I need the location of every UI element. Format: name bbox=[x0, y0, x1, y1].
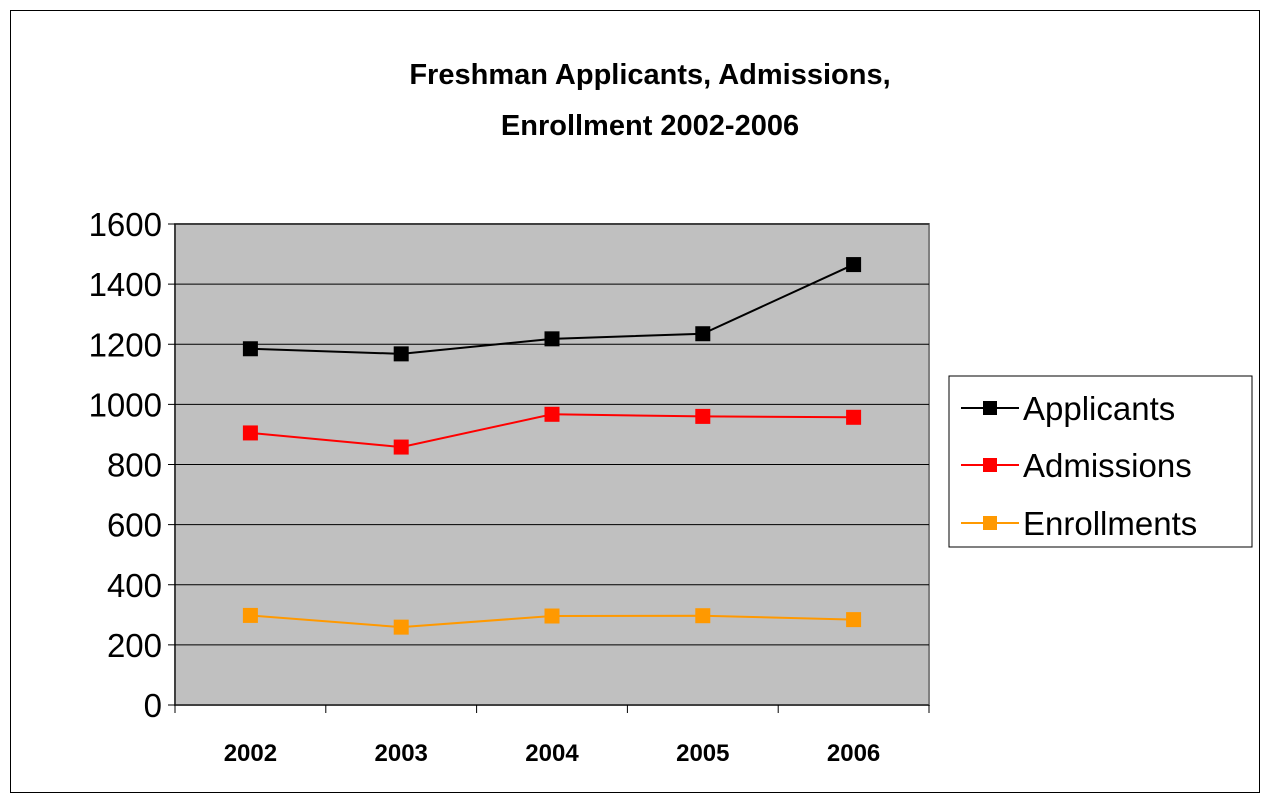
data-point bbox=[393, 346, 409, 362]
x-tick-label: 2002 bbox=[224, 740, 277, 767]
y-tick-label: 1600 bbox=[89, 206, 162, 243]
data-point bbox=[846, 409, 862, 425]
legend-entry: Enrollments bbox=[961, 505, 1197, 542]
series-layer bbox=[242, 257, 862, 635]
legend-marker bbox=[983, 516, 997, 530]
y-tick-label: 400 bbox=[107, 567, 162, 604]
y-tick-label: 200 bbox=[107, 627, 162, 664]
x-tick-label: 2003 bbox=[375, 740, 428, 767]
x-tick-label: 2004 bbox=[525, 740, 579, 767]
series-enrollments bbox=[242, 607, 862, 635]
data-point bbox=[695, 408, 711, 424]
data-point bbox=[846, 257, 862, 273]
legend-entry: Admissions bbox=[961, 447, 1192, 484]
data-point bbox=[544, 608, 560, 624]
data-point bbox=[695, 608, 711, 624]
y-tick-label: 1400 bbox=[89, 266, 162, 303]
series-applicants bbox=[242, 257, 862, 362]
y-tick-label: 1000 bbox=[89, 386, 162, 423]
data-point bbox=[544, 406, 560, 422]
series-admissions bbox=[242, 406, 862, 455]
data-point bbox=[544, 331, 560, 347]
data-point bbox=[393, 439, 409, 455]
legend-marker bbox=[983, 458, 997, 472]
data-point bbox=[846, 612, 862, 628]
legend-label: Admissions bbox=[1023, 447, 1192, 484]
chart-title-line-1: Freshman Applicants, Admissions, bbox=[409, 59, 890, 91]
data-point bbox=[393, 619, 409, 635]
data-point bbox=[242, 341, 258, 357]
x-tick-label: 2005 bbox=[676, 740, 729, 767]
data-point bbox=[695, 326, 711, 342]
y-tick-label: 600 bbox=[107, 507, 162, 544]
chart-title-line-2: Enrollment 2002-2006 bbox=[501, 110, 799, 142]
x-tick-label: 2006 bbox=[827, 740, 880, 767]
y-tick-label: 800 bbox=[107, 447, 162, 484]
y-tick-label: 1200 bbox=[89, 326, 162, 363]
legend bbox=[948, 375, 1253, 548]
legend-entries: Applicants Admissions Enrollments bbox=[961, 390, 1197, 542]
legend-marker bbox=[983, 401, 997, 415]
axes: 0 200 400 600 800 1000 1200 1400 1600 2002 2003 200… bbox=[89, 206, 930, 767]
gridlines bbox=[175, 223, 929, 646]
data-point bbox=[242, 425, 258, 441]
legend-label: Applicants bbox=[1023, 390, 1175, 427]
legend-entry: Applicants bbox=[961, 390, 1175, 427]
data-point bbox=[242, 607, 258, 623]
legend-label: Enrollments bbox=[1023, 505, 1197, 542]
y-tick-label: 0 bbox=[144, 687, 162, 724]
